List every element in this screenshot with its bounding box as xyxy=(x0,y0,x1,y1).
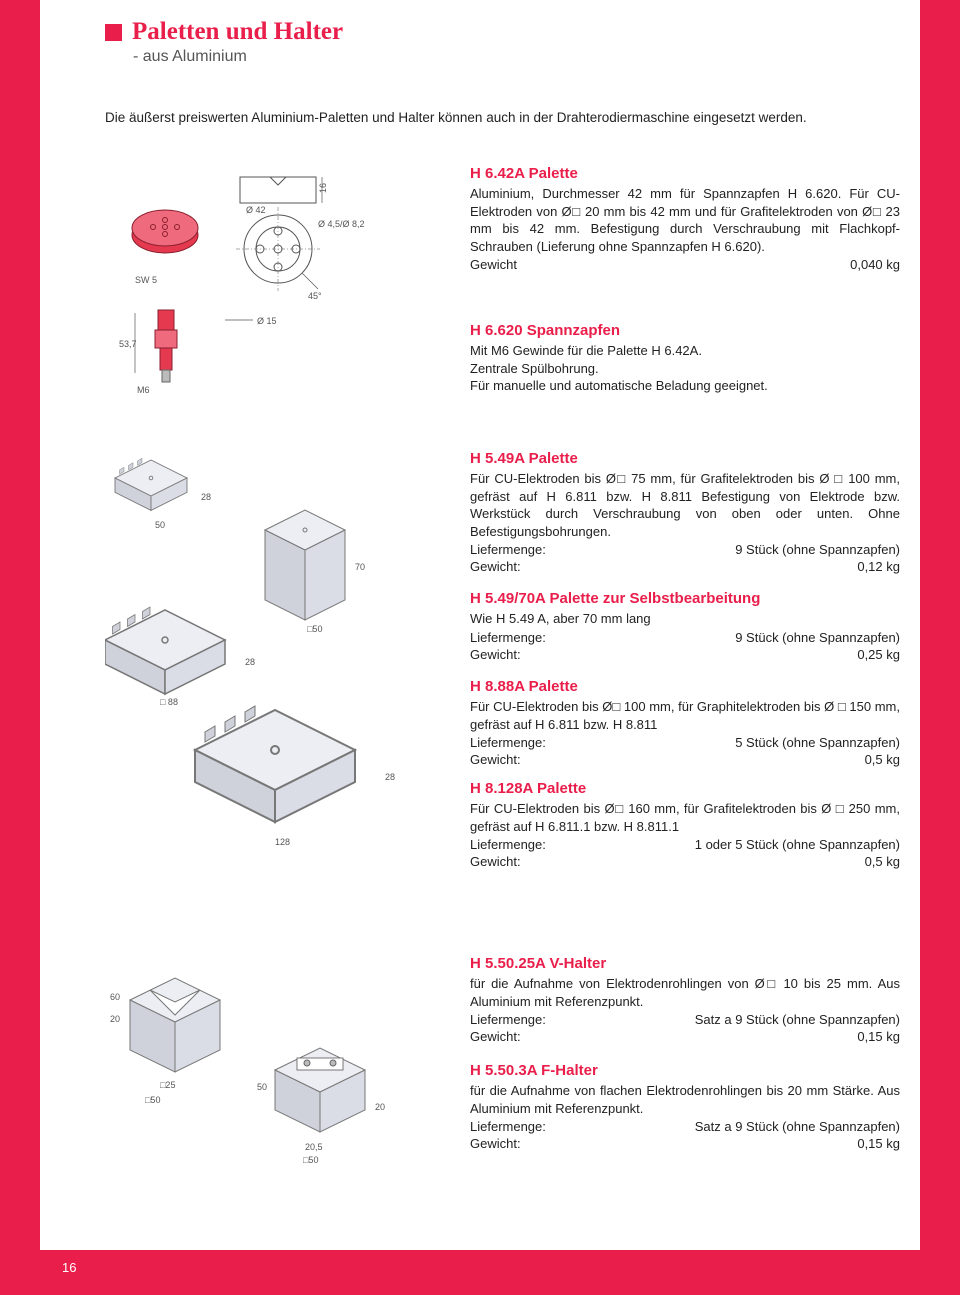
dim-sq50b: □50 xyxy=(303,1155,318,1165)
spec-key: Gewicht: xyxy=(470,1136,521,1151)
spec-key: Liefermenge: xyxy=(470,837,546,852)
product-title: H 8.88A Palette xyxy=(470,678,900,695)
dim-28b: 28 xyxy=(245,657,255,667)
dim-d45-82: Ø 4,5/Ø 8,2 xyxy=(318,219,365,229)
spec-val: 0,5 kg xyxy=(865,752,900,767)
spec-key: Gewicht xyxy=(470,257,517,272)
product-title: H 5.50.25A V-Halter xyxy=(470,955,900,972)
dim-16: 16 xyxy=(318,183,328,193)
product-body: Für CU-Elektroden bis Ø□ 160 mm, für Gra… xyxy=(470,800,900,835)
product-body: Aluminium, Durchmesser 42 mm für Spannza… xyxy=(470,185,900,255)
page-panel: Paletten und Halter - aus Aluminium Die … xyxy=(40,0,920,1250)
spec-val: 9 Stück (ohne Spannzapfen) xyxy=(735,542,900,557)
spec-row: Gewicht 0,040 kg xyxy=(470,257,900,272)
product-title: H 5.50.3A F-Halter xyxy=(470,1062,900,1079)
product-title: H 6.42A Palette xyxy=(470,165,900,182)
diagram-holders: 60 20 □25 □50 50 20 20,5 □50 xyxy=(105,950,455,1180)
product-body: für die Aufnahme von Elektrodenrohlingen… xyxy=(470,975,900,1010)
spec-val: Satz a 9 Stück (ohne Spannzapfen) xyxy=(695,1119,900,1134)
spec-val: 0,25 kg xyxy=(857,647,900,662)
spec-key: Gewicht: xyxy=(470,559,521,574)
dim-128: 128 xyxy=(275,837,290,847)
spec-key: Gewicht: xyxy=(470,854,521,869)
dim-d15: Ø 15 xyxy=(257,316,277,326)
header-square-icon xyxy=(105,24,122,41)
dim-m6: M6 xyxy=(137,385,150,395)
spec-val: 0,040 kg xyxy=(850,257,900,272)
product-h54970a: H 5.49/70A Palette zur Selbstbearbeitung… xyxy=(470,590,900,662)
spec-key: Gewicht: xyxy=(470,647,521,662)
header: Paletten und Halter - aus Aluminium xyxy=(105,18,343,66)
dim-sq50: □50 xyxy=(307,624,322,634)
spec-val: 9 Stück (ohne Spannzapfen) xyxy=(735,630,900,645)
spec-key: Liefermenge: xyxy=(470,735,546,750)
product-h642a: H 6.42A Palette Aluminium, Durchmesser 4… xyxy=(470,165,900,272)
product-title: H 8.128A Palette xyxy=(470,780,900,797)
spec-key: Liefermenge: xyxy=(470,542,546,557)
dim-sq88: □ 88 xyxy=(160,697,178,707)
dim-50a: 50 xyxy=(155,520,165,530)
page-subtitle: - aus Aluminium xyxy=(133,48,343,66)
product-h6620: H 6.620 Spannzapfen Mit M6 Gewinde für d… xyxy=(470,322,900,395)
product-h55025a: H 5.50.25A V-Halter für die Aufnahme von… xyxy=(470,955,900,1044)
product-title: H 5.49A Palette xyxy=(470,450,900,467)
spec-val: 0,15 kg xyxy=(857,1029,900,1044)
product-h888a: H 8.88A Palette Für CU-Elektroden bis Ø□… xyxy=(470,678,900,767)
spec-key: Liefermenge: xyxy=(470,1012,546,1027)
dim-28a: 28 xyxy=(201,492,211,502)
dim-sq50a: □50 xyxy=(145,1095,160,1105)
product-title: H 6.620 Spannzapfen xyxy=(470,322,900,339)
dim-60: 60 xyxy=(110,992,120,1002)
page-number: 16 xyxy=(62,1260,76,1275)
dim-20b: 20 xyxy=(375,1102,385,1112)
product-h8128a: H 8.128A Palette Für CU-Elektroden bis Ø… xyxy=(470,780,900,869)
dim-sq25: □25 xyxy=(160,1080,175,1090)
dim-205: 20,5 xyxy=(305,1142,323,1152)
spec-key: Liefermenge: xyxy=(470,630,546,645)
spec-val: Satz a 9 Stück (ohne Spannzapfen) xyxy=(695,1012,900,1027)
product-body: Mit M6 Gewinde für die Palette H 6.42A. … xyxy=(470,342,900,395)
dim-sw5: SW 5 xyxy=(135,275,157,285)
spec-val: 0,12 kg xyxy=(857,559,900,574)
spec-key: Liefermenge: xyxy=(470,1119,546,1134)
dim-70: 70 xyxy=(355,562,365,572)
product-body: Für CU-Elektroden bis Ø□ 75 mm, für Graf… xyxy=(470,470,900,540)
product-body: Wie H 5.49 A, aber 70 mm lang xyxy=(470,610,900,628)
spec-val: 1 oder 5 Stück (ohne Spannzapfen) xyxy=(695,837,900,852)
dim-50: 50 xyxy=(257,1082,267,1092)
page-title: Paletten und Halter xyxy=(132,18,343,46)
spec-key: Gewicht: xyxy=(470,752,521,767)
spec-val: 5 Stück (ohne Spannzapfen) xyxy=(735,735,900,750)
spec-val: 0,15 kg xyxy=(857,1136,900,1151)
product-body: für die Aufnahme von flachen Elektrodenr… xyxy=(470,1082,900,1117)
dim-d42: Ø 42 xyxy=(246,205,266,215)
intro-text: Die äußerst preiswerten Aluminium-Palett… xyxy=(105,110,895,125)
diagram-palettes: 28 50 70 □50 28 □ 88 28 128 xyxy=(105,450,455,870)
dim-20a: 20 xyxy=(110,1014,120,1024)
diagram-h642a: SW 5 M6 53,7 16 xyxy=(105,165,435,405)
dim-28c: 28 xyxy=(385,772,395,782)
dim-537: 53,7 xyxy=(119,339,137,349)
product-body: Für CU-Elektroden bis Ø□ 100 mm, für Gra… xyxy=(470,698,900,733)
product-h5503a: H 5.50.3A F-Halter für die Aufnahme von … xyxy=(470,1062,900,1151)
product-title: H 5.49/70A Palette zur Selbstbearbeitung xyxy=(470,590,900,607)
dim-45deg: 45° xyxy=(308,291,322,301)
product-h549a: H 5.49A Palette Für CU-Elektroden bis Ø□… xyxy=(470,450,900,574)
spec-val: 0,5 kg xyxy=(865,854,900,869)
spec-key: Gewicht: xyxy=(470,1029,521,1044)
